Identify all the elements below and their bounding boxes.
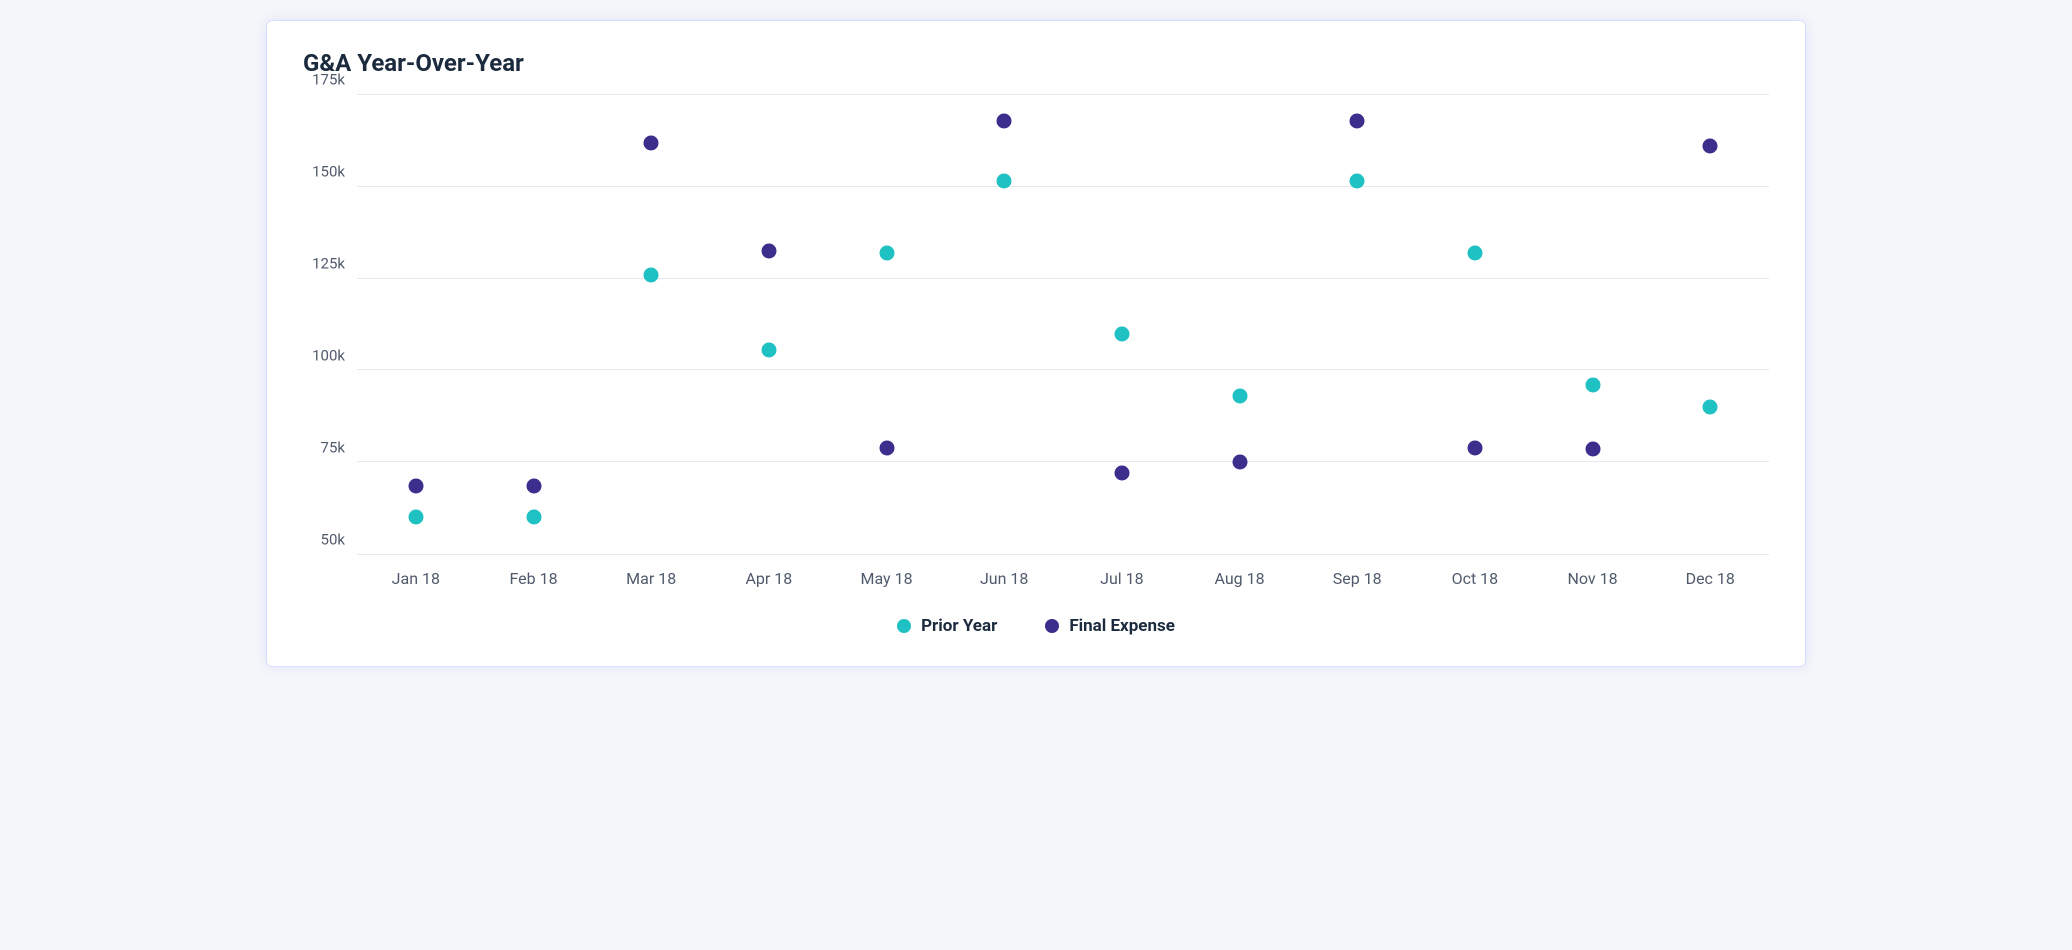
legend-swatch-icon [897, 619, 911, 633]
data-point[interactable] [761, 244, 776, 259]
data-point[interactable] [997, 174, 1012, 189]
y-tick-label: 150k [312, 165, 345, 180]
legend-swatch-icon [1045, 619, 1059, 633]
x-axis: Jan 18Feb 18Mar 18Apr 18May 18Jun 18Jul … [357, 569, 1769, 588]
data-point[interactable] [408, 479, 423, 494]
y-tick-label: 175k [312, 73, 345, 88]
data-point[interactable] [1467, 440, 1482, 455]
y-tick-label: 50k [321, 533, 345, 548]
x-tick-label: Oct 18 [1416, 569, 1534, 588]
data-point[interactable] [1350, 113, 1365, 128]
gridline [357, 461, 1769, 462]
x-tick-label: Sep 18 [1298, 569, 1416, 588]
legend-item[interactable]: Final Expense [1045, 616, 1175, 636]
data-point[interactable] [1232, 389, 1247, 404]
legend-item[interactable]: Prior Year [897, 616, 997, 636]
plot-wrap: 50k75k100k125k150k175k [303, 95, 1769, 555]
data-point[interactable] [1114, 326, 1129, 341]
y-tick-label: 75k [321, 441, 345, 456]
x-tick-label: Jan 18 [357, 569, 475, 588]
x-tick-label: Jul 18 [1063, 569, 1181, 588]
data-point[interactable] [408, 510, 423, 525]
x-tick-label: Nov 18 [1534, 569, 1652, 588]
data-point[interactable] [1585, 378, 1600, 393]
legend-label: Prior Year [921, 616, 997, 636]
y-tick-label: 125k [312, 257, 345, 272]
gridline [357, 186, 1769, 187]
data-point[interactable] [997, 113, 1012, 128]
x-tick-label: Jun 18 [945, 569, 1063, 588]
gridline [357, 94, 1769, 95]
plot-area [357, 95, 1769, 555]
data-point[interactable] [1350, 174, 1365, 189]
data-point[interactable] [526, 510, 541, 525]
data-point[interactable] [1467, 245, 1482, 260]
data-point[interactable] [1703, 400, 1718, 415]
x-tick-label: Aug 18 [1181, 569, 1299, 588]
x-tick-label: Feb 18 [475, 569, 593, 588]
data-point[interactable] [1232, 455, 1247, 470]
data-point[interactable] [644, 267, 659, 282]
x-tick-label: May 18 [828, 569, 946, 588]
gridline [357, 278, 1769, 279]
y-axis: 50k75k100k125k150k175k [303, 95, 357, 555]
chart-card: G&A Year-Over-Year 50k 75k 100k 125k 150k 175… [266, 20, 1806, 667]
data-point[interactable] [879, 440, 894, 455]
data-point[interactable] [879, 245, 894, 260]
data-point[interactable] [761, 343, 776, 358]
gridline [357, 369, 1769, 370]
data-point[interactable] [1585, 442, 1600, 457]
data-point[interactable] [1703, 139, 1718, 154]
y-tick-label: 100k [312, 349, 345, 364]
data-point[interactable] [644, 135, 659, 150]
x-tick-label: Dec 18 [1651, 569, 1769, 588]
data-point[interactable] [526, 479, 541, 494]
legend: Prior Year Final Expense [303, 616, 1769, 636]
x-tick-label: Mar 18 [592, 569, 710, 588]
x-tick-label: Apr 18 [710, 569, 828, 588]
chart-title: G&A Year-Over-Year [303, 49, 1769, 77]
data-point[interactable] [1114, 466, 1129, 481]
legend-label: Final Expense [1069, 616, 1175, 636]
